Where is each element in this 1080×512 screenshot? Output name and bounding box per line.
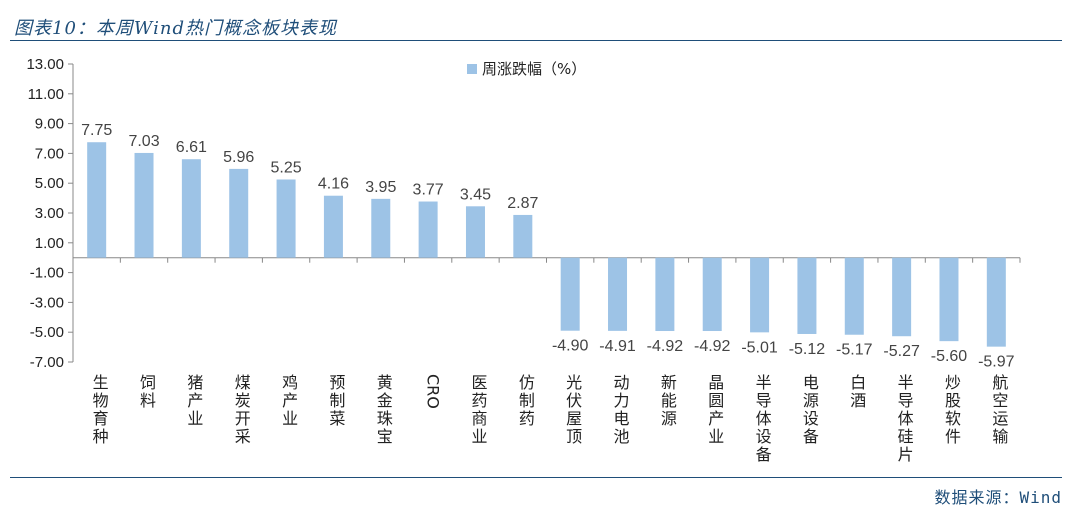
category-label: 医药商业	[471, 373, 487, 446]
category-label: 光伏屋顶	[566, 373, 582, 446]
y-tick-label: 13.00	[26, 56, 64, 73]
category-label: 猪产业	[187, 373, 203, 428]
bar	[181, 159, 201, 258]
y-tick-label: -1.00	[30, 265, 64, 282]
y-tick-label: 1.00	[35, 235, 64, 252]
bar	[750, 257, 770, 333]
bar	[797, 257, 817, 334]
data-label: 7.75	[81, 122, 112, 139]
category-label: 电源设备	[803, 373, 819, 446]
bar	[702, 257, 722, 332]
bar	[276, 179, 296, 258]
data-label: 2.87	[507, 195, 538, 212]
bar	[608, 257, 628, 331]
y-tick-label: 9.00	[35, 116, 64, 133]
bar	[87, 142, 107, 258]
category-label: 晶圆产业	[708, 373, 724, 446]
category-label: 炒股软件	[945, 373, 961, 446]
category-label: 黄金珠宝	[377, 373, 393, 446]
data-source: 数据来源：Wind	[934, 488, 1062, 507]
data-label: -5.17	[836, 342, 873, 359]
category-label: 煤炭开采	[235, 373, 251, 446]
data-label: -5.01	[741, 339, 778, 356]
figure-title: 图表10：本周Wind热门概念板块表现	[14, 18, 337, 39]
category-label: 鸡产业	[282, 373, 298, 428]
data-label: 7.03	[128, 133, 159, 150]
data-label: -4.90	[552, 338, 589, 355]
bar	[134, 152, 154, 258]
bar	[418, 201, 438, 258]
data-label: -4.92	[694, 338, 731, 355]
bar	[986, 257, 1006, 347]
data-label: 3.95	[365, 179, 396, 196]
data-label: 6.61	[176, 139, 207, 156]
category-label: 半导体硅片	[898, 373, 914, 464]
category-label: 白酒	[850, 373, 866, 410]
category-label: 生物育种	[93, 373, 109, 446]
legend-swatch	[467, 64, 477, 74]
data-label: 3.77	[413, 182, 444, 199]
top-rule	[10, 40, 1062, 41]
category-label: 动力电池	[614, 373, 630, 446]
bar	[229, 168, 249, 258]
bar	[844, 257, 864, 335]
y-tick-label: 11.00	[28, 86, 64, 103]
data-label: -5.60	[931, 348, 968, 365]
category-label: 饲料	[140, 373, 156, 410]
y-tick-label: -5.00	[30, 324, 64, 341]
data-label: -5.12	[789, 341, 826, 358]
data-label: 3.45	[460, 186, 491, 203]
category-label: 半导体设备	[756, 373, 772, 464]
y-tick-label: 7.00	[35, 145, 64, 162]
y-tick-label: -3.00	[30, 294, 64, 311]
data-label: -4.91	[599, 338, 636, 355]
bar	[465, 206, 485, 258]
bar	[513, 214, 533, 258]
data-label: 5.25	[271, 159, 302, 176]
category-label: 新能源	[661, 373, 677, 428]
category-label: 预制菜	[329, 373, 345, 428]
bar	[371, 198, 391, 258]
bar	[323, 195, 343, 258]
data-label: -4.92	[647, 338, 684, 355]
y-tick-label: -7.00	[30, 354, 64, 371]
bar	[939, 257, 959, 342]
category-label: 仿制药	[519, 373, 535, 428]
y-tick-label: 3.00	[35, 205, 64, 222]
category-label: 航空运输	[992, 373, 1008, 446]
category-label: CRO	[424, 374, 443, 409]
data-label: -5.97	[978, 354, 1015, 371]
data-label: 4.16	[318, 176, 349, 193]
data-label: 5.96	[223, 149, 254, 166]
bar	[892, 257, 912, 337]
bottom-rule	[10, 477, 1062, 478]
bar	[655, 257, 675, 332]
y-tick-label: 5.00	[35, 175, 64, 192]
bar	[560, 257, 580, 331]
data-label: -5.27	[883, 343, 920, 360]
legend-label: 周涨跌幅（%）	[482, 60, 586, 78]
